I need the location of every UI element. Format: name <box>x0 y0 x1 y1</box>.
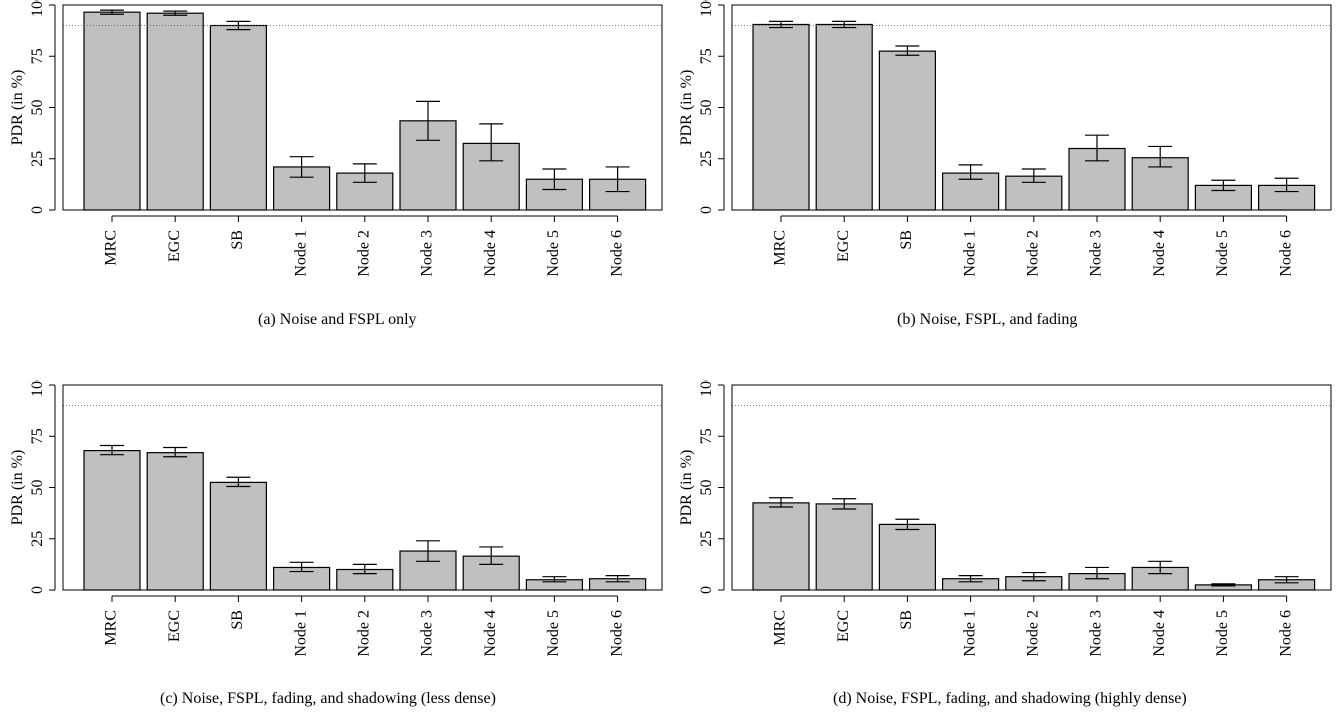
plot-frame <box>731 4 1332 211</box>
x-tick-label: Node 4 <box>1151 610 1168 657</box>
x-tick-label: Node 5 <box>545 610 562 657</box>
y-tick-label: 50 <box>29 100 46 116</box>
bar <box>209 481 267 591</box>
y-tick-label: 75 <box>698 48 715 64</box>
plot-frame <box>62 384 663 591</box>
x-tick-label: SB <box>898 230 915 250</box>
chart-panel-a: 0 25 50 75 100 PDR (in %) MRC EGC SB Node 1 Node 2… <box>9 0 663 277</box>
y-axis-title: PDR (in %) <box>9 450 26 526</box>
x-tick-label: Node 2 <box>1024 610 1041 657</box>
x-tick-label: Node 6 <box>1277 610 1294 657</box>
y-tick-label: 50 <box>29 480 46 496</box>
x-tick-label: Node 5 <box>545 230 562 277</box>
y-tick-label: 25 <box>698 531 715 547</box>
x-tick-label: Node 5 <box>1214 230 1231 277</box>
y-tick-label: 100 <box>698 380 715 397</box>
y-tick-label: 75 <box>29 428 46 444</box>
x-tick-label: SB <box>898 610 915 630</box>
bar <box>83 449 141 591</box>
x-tick-label: MRC <box>103 230 120 266</box>
x-tick-label: Node 2 <box>355 610 372 657</box>
x-tick-label: Node 6 <box>608 610 625 657</box>
x-tick-label: Node 4 <box>482 610 499 657</box>
x-tick-label: Node 3 <box>1088 610 1105 657</box>
y-tick-label: 0 <box>29 586 46 594</box>
x-tick-label: Node 3 <box>419 230 436 277</box>
bar <box>878 523 936 591</box>
bar <box>878 50 936 211</box>
y-tick-label: 75 <box>698 428 715 444</box>
y-tick-label: 25 <box>29 151 46 167</box>
y-tick-label: 0 <box>698 586 715 594</box>
x-tick-label: EGC <box>166 230 183 262</box>
x-tick-label: Node 1 <box>961 610 978 657</box>
plot-frame <box>731 384 1332 591</box>
x-tick-label: Node 5 <box>1214 610 1231 657</box>
y-tick-label: 25 <box>29 531 46 547</box>
bar <box>399 550 457 591</box>
x-tick-label: Node 6 <box>608 230 625 277</box>
x-tick-label: SB <box>229 230 246 250</box>
y-axis-title: PDR (in %) <box>678 450 695 526</box>
y-tick-label: 100 <box>29 380 46 397</box>
y-tick-label: 100 <box>29 0 46 17</box>
x-tick-label: Node 1 <box>961 230 978 277</box>
plot-frame <box>62 4 663 211</box>
bar <box>146 452 204 591</box>
y-tick-label: 0 <box>698 206 715 214</box>
y-tick-label: 50 <box>698 100 715 116</box>
x-tick-label: Node 2 <box>1024 230 1041 277</box>
bar <box>209 24 267 211</box>
y-axis-title: PDR (in %) <box>678 70 695 146</box>
y-tick-label: 75 <box>29 48 46 64</box>
chart-panel-c: 0 25 50 75 100 PDR (in %) MRC EGC SB Node 1 Node 2… <box>9 380 663 657</box>
x-tick-label: Node 4 <box>482 230 499 277</box>
chart-panel-d: 0 25 50 75 100 PDR (in %) MRC EGC SB Node 1 Node 2… <box>678 380 1332 657</box>
x-tick-label: MRC <box>772 610 789 646</box>
x-tick-label: MRC <box>103 610 120 646</box>
x-tick-label: EGC <box>166 610 183 642</box>
y-tick-label: 25 <box>698 151 715 167</box>
caption-d: (d) Noise, FSPL, fading, and shadowing (… <box>833 690 1187 707</box>
caption-a: (a) Noise and FSPL only <box>258 311 417 328</box>
caption-b: (b) Noise, FSPL, and fading <box>897 311 1078 328</box>
x-tick-label: EGC <box>835 610 852 642</box>
y-tick-label: 100 <box>698 0 715 17</box>
x-tick-label: Node 2 <box>355 230 372 277</box>
x-tick-label: Node 1 <box>292 230 309 277</box>
bar <box>815 23 873 211</box>
x-tick-label: Node 3 <box>1088 230 1105 277</box>
bar <box>815 503 873 591</box>
y-tick-label: 50 <box>698 480 715 496</box>
bar <box>752 23 810 211</box>
caption-c: (c) Noise, FSPL, fading, and shadowing (… <box>160 690 496 707</box>
bar <box>146 12 204 211</box>
y-axis-title: PDR (in %) <box>9 70 26 146</box>
x-tick-label: EGC <box>835 230 852 262</box>
x-tick-label: Node 1 <box>292 610 309 657</box>
y-tick-label: 0 <box>29 206 46 214</box>
x-tick-label: Node 6 <box>1277 230 1294 277</box>
bar <box>752 502 810 591</box>
x-tick-label: Node 3 <box>419 610 436 657</box>
x-tick-label: MRC <box>772 230 789 266</box>
x-tick-label: SB <box>229 610 246 630</box>
x-tick-label: Node 4 <box>1151 230 1168 277</box>
chart-panel-b: 0 25 50 75 100 PDR (in %) MRC EGC SB Node 1 Node 2… <box>678 0 1332 277</box>
bar <box>83 11 141 211</box>
